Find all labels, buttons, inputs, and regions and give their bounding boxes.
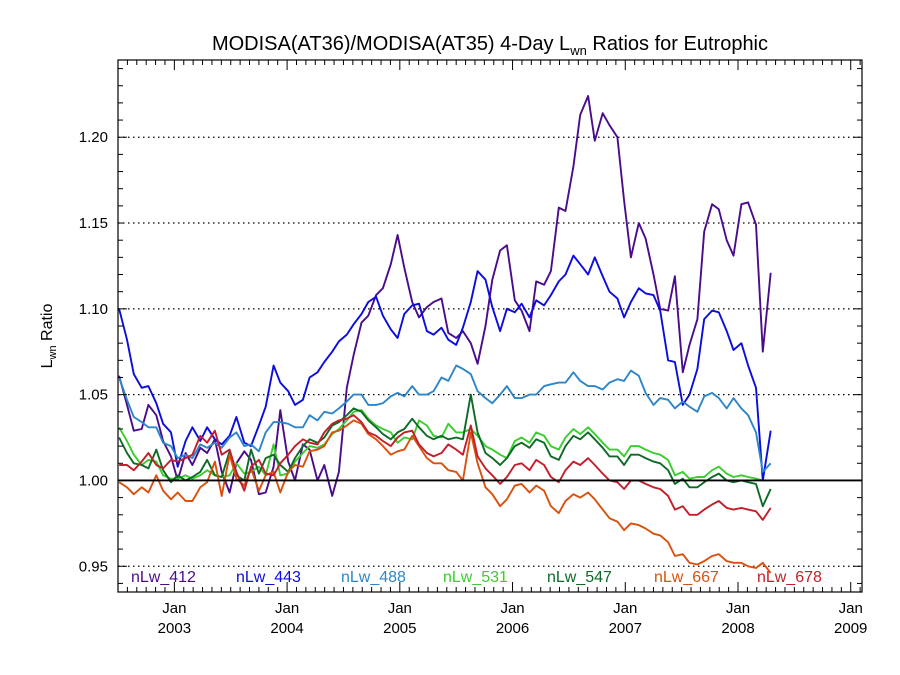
legend-item-nLw_667: nLw_667	[654, 569, 719, 586]
y-tick-label: 1.15	[79, 215, 108, 232]
legend-item-nLw_531: nLw_531	[443, 569, 508, 586]
x-tick-label-month: Jan	[726, 600, 750, 617]
plot-frame	[117, 59, 863, 593]
y-tick-label: 0.95	[79, 558, 108, 575]
y-tick-label: 1.00	[79, 472, 108, 489]
x-tick-label-month: Jan	[613, 600, 637, 617]
ylabel-main: L	[39, 359, 56, 368]
x-tick-label-month: Jan	[839, 600, 863, 617]
chart-title: MODISA(AT36)/MODISA(AT35) 4-Day Lwn Rati…	[212, 33, 768, 58]
legend: nLw_412 nLw_443 nLw_488 nLw_531 nLw_547 nLw_6…	[131, 569, 822, 586]
series-line-nLw_488	[118, 364, 772, 473]
ylabel-suffix: Ratio	[39, 304, 56, 346]
series-line-nLw_667	[118, 419, 772, 574]
legend-item-nLw_678: nLw_678	[757, 569, 822, 586]
x-tick-label-year: 2005	[383, 620, 416, 637]
y-axis: 0.95 1.00 1.05 1.10 1.15 1.20 Lwn Ratio	[39, 68, 862, 584]
y-tick-label: 1.10	[79, 301, 108, 318]
series-line-nLw_412	[118, 95, 772, 497]
x-tick-label-month: Jan	[275, 600, 299, 617]
series-line-nLw_547	[118, 393, 772, 508]
x-tick-label-month: Jan	[162, 600, 186, 617]
x-axis: Jan 2003 Jan 2004 Jan 2005 Jan 2006 Jan 2007 Jan 20…	[117, 60, 867, 637]
y-tick-label: 1.05	[79, 387, 108, 404]
title-main: MODISA(AT36)/MODISA(AT35) 4-Day L	[212, 33, 570, 55]
y-tick-label: 1.20	[79, 129, 108, 146]
x-tick-label-year: 2009	[834, 620, 867, 637]
x-tick-label-month: Jan	[500, 600, 524, 617]
x-tick-label-year: 2004	[270, 620, 303, 637]
legend-item-nLw_488: nLw_488	[341, 569, 406, 586]
legend-item-nLw_547: nLw_547	[547, 569, 612, 586]
x-tick-label-year: 2003	[158, 620, 191, 637]
x-tick-label-year: 2008	[721, 620, 754, 637]
x-tick-label-month: Jan	[388, 600, 412, 617]
title-suffix: Ratios for Eutrophic	[587, 33, 768, 55]
plot-border	[117, 59, 863, 593]
series-line-nLw_443	[118, 254, 772, 482]
chart-title-text: MODISA(AT36)/MODISA(AT35) 4-Day Lwn Rati…	[212, 33, 768, 58]
title-subscript: wn	[569, 43, 587, 58]
legend-item-nLw_412: nLw_412	[131, 569, 196, 586]
y-axis-label: Lwn Ratio	[39, 304, 59, 369]
grid-lines	[118, 136, 862, 567]
legend-item-nLw_443: nLw_443	[236, 569, 301, 586]
x-tick-label-year: 2007	[609, 620, 642, 637]
series-line-nLw_531	[118, 409, 771, 482]
series-lines	[118, 95, 772, 574]
ylabel-subscript: wn	[47, 345, 59, 360]
x-tick-label-year: 2006	[496, 620, 529, 637]
series-line-nLw_678	[119, 414, 772, 521]
